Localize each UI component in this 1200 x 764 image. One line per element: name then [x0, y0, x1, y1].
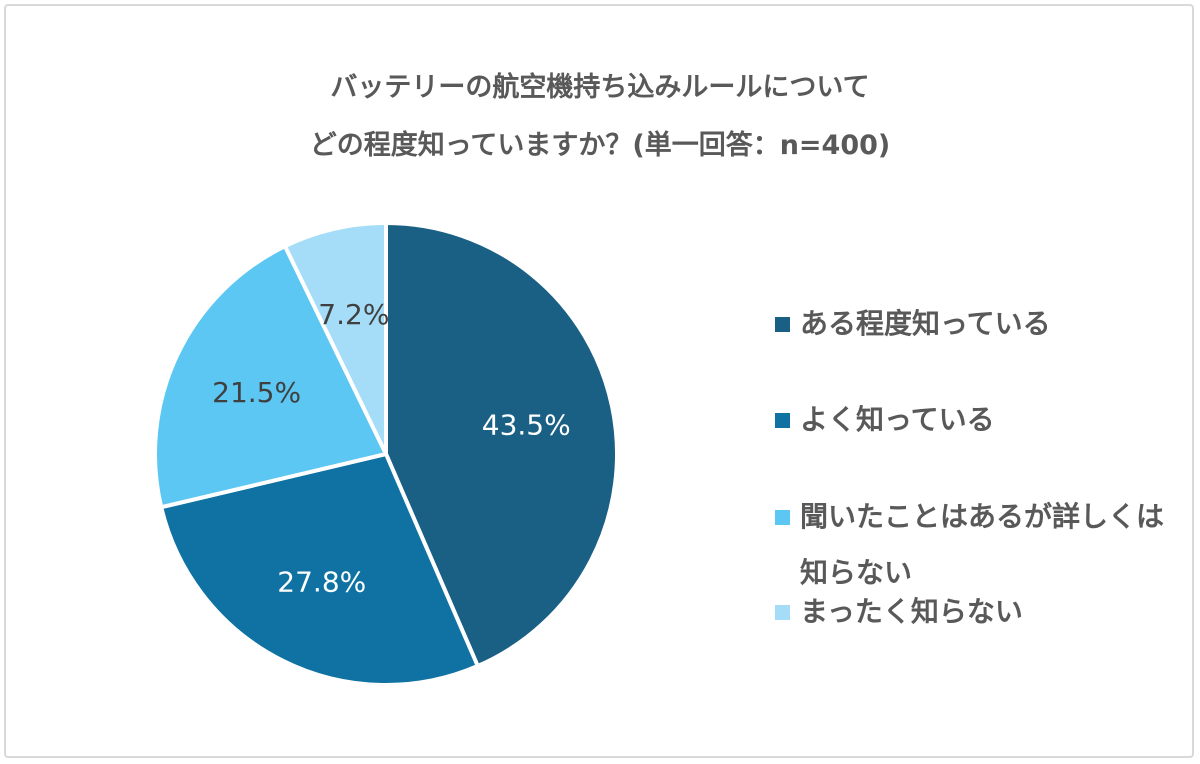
legend-swatch-3 [775, 605, 790, 620]
legend-swatch-2 [775, 510, 790, 525]
legend-label-3: まったく知らない [800, 595, 1023, 628]
pie-slice-2 [153, 244, 388, 510]
chart-title-line2: どの程度知っていますか？(単一回答：n=400) [309, 130, 891, 161]
pie-slice-0 [384, 221, 619, 669]
legend-swatch-0 [775, 317, 790, 332]
legend-label-1: よく知っている [800, 403, 995, 436]
pie-slice-1 [159, 452, 480, 687]
pie-slice-3 [283, 221, 388, 456]
pie-value-label-2: 21.5% [212, 376, 301, 409]
pie-value-labels: 43.5% 27.8% 21.5% 7.2% [212, 298, 571, 599]
pie-value-label-0: 43.5% [482, 408, 571, 441]
pie-value-label-3: 7.2% [318, 298, 389, 331]
legend-item-2: 聞いたことはあるが詳しくは知らない [775, 499, 1180, 601]
legend-item-1: よく知っている [775, 402, 1180, 448]
pie-value-label-1: 27.8% [277, 566, 366, 599]
legend-label-0: ある程度知っている [800, 307, 1051, 340]
legend-swatch-1 [775, 413, 790, 428]
legend-item-3: まったく知らない [775, 594, 1180, 640]
pie-slices [153, 221, 619, 687]
legend-label-2: 聞いたことはあるが詳しくは知らない [800, 500, 1165, 589]
chart-title-line1: バッテリーの航空機持ち込みルールについて [330, 72, 870, 103]
legend-item-0: ある程度知っている [775, 306, 1180, 352]
